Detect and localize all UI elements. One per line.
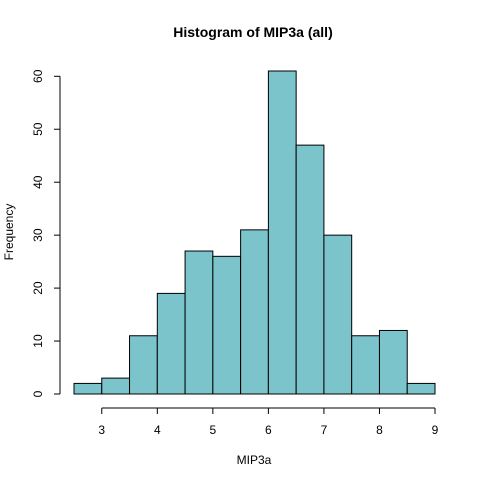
- y-tick-label: 50: [31, 122, 45, 136]
- histogram-bar: [156, 292, 186, 395]
- x-tick-label: 7: [321, 423, 328, 437]
- y-axis: 0 10 20 30 40 50 60: [31, 69, 61, 397]
- y-tick-label: 60: [31, 69, 45, 83]
- chart-title: Histogram of MIP3a (all): [173, 24, 332, 40]
- y-axis-label: Frequency: [2, 204, 16, 261]
- y-tick-label: 40: [31, 175, 45, 189]
- histogram-bar: [73, 382, 103, 395]
- histogram-bar: [129, 335, 158, 395]
- histogram-bar: [267, 70, 297, 395]
- histogram-bar: [240, 229, 269, 395]
- x-tick-label: 9: [432, 423, 439, 437]
- histogram-bar: [378, 329, 408, 395]
- y-tick-label: 20: [31, 281, 45, 295]
- x-tick-label: 4: [154, 423, 161, 437]
- x-tick-label: 5: [210, 423, 217, 437]
- histogram-bar: [184, 250, 214, 395]
- x-tick-label: 3: [98, 423, 105, 437]
- histogram-bar: [295, 144, 325, 395]
- y-tick-label: 0: [31, 390, 45, 397]
- y-tick-label: 10: [31, 334, 45, 348]
- histogram-bar: [323, 234, 353, 395]
- x-axis: 3 4 5 6 7 8 9: [98, 407, 439, 437]
- x-axis-label: MIP3a: [237, 453, 272, 467]
- x-tick-label: 6: [265, 423, 272, 437]
- histogram-bar: [212, 255, 242, 395]
- bars-group: [73, 70, 436, 395]
- x-tick-label: 8: [376, 423, 383, 437]
- histogram-bar: [351, 335, 380, 395]
- y-tick-label: 30: [31, 228, 45, 242]
- histogram-bar: [101, 377, 131, 395]
- histogram-bar: [406, 382, 436, 395]
